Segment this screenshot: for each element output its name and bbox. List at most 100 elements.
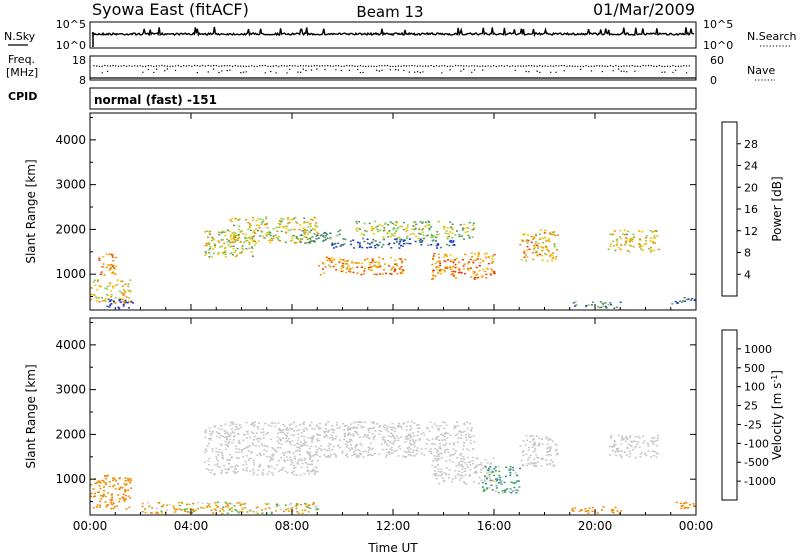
velocity-cell xyxy=(178,504,181,507)
power-cell xyxy=(292,234,295,237)
velocity-cell xyxy=(469,461,472,463)
nave-dot xyxy=(310,65,313,67)
power-cell xyxy=(536,254,539,257)
velocity-cell xyxy=(111,493,114,495)
velocity-cell xyxy=(280,429,283,431)
power-cell xyxy=(323,272,326,274)
cpid-value: normal (fast) -151 xyxy=(94,93,217,107)
power-cell xyxy=(109,300,112,302)
velocity-cell xyxy=(215,447,218,449)
velocity-cell xyxy=(211,430,214,433)
velocity-cell xyxy=(486,472,489,474)
velocity-cell xyxy=(281,467,284,469)
velocity-cell xyxy=(370,454,373,456)
velocity-cell xyxy=(464,470,467,473)
velocity-cell xyxy=(503,491,506,493)
power-cell xyxy=(209,247,212,250)
nave-dot xyxy=(680,65,682,67)
power-cell xyxy=(108,301,111,303)
power-cell xyxy=(229,219,232,221)
velocity-cell xyxy=(368,447,371,449)
power-cell xyxy=(610,303,613,306)
velocity-cell xyxy=(430,452,433,455)
velocity-cell xyxy=(385,454,388,456)
nave-dot xyxy=(471,71,473,74)
velocity-cell xyxy=(243,503,246,506)
power-cell xyxy=(223,231,226,233)
velocity-cell xyxy=(463,423,466,426)
power-cell xyxy=(250,251,253,253)
velocity-cell xyxy=(402,455,404,457)
velocity-cell xyxy=(655,444,658,447)
nave-dot xyxy=(267,65,269,68)
power-cell xyxy=(548,233,551,235)
velocity-cell xyxy=(647,442,650,445)
power-cell xyxy=(641,231,644,233)
power-cell xyxy=(394,269,397,271)
power-cell xyxy=(358,242,361,244)
nave-dot xyxy=(348,65,351,67)
velocity-cell xyxy=(209,439,212,441)
power-cell xyxy=(262,219,265,221)
velocity-cell xyxy=(387,439,390,442)
velocity-cell xyxy=(550,459,553,461)
power-cell xyxy=(112,299,115,302)
velocity-cell xyxy=(206,445,209,447)
velocity-cell xyxy=(418,424,420,426)
power-cell xyxy=(326,233,329,236)
power-cell xyxy=(632,245,635,248)
power-cell xyxy=(233,237,236,239)
power-cell xyxy=(253,235,256,237)
velocity-cell xyxy=(318,447,321,449)
velocity-cell xyxy=(407,451,410,453)
power-cell xyxy=(609,243,612,245)
power-cell xyxy=(446,243,449,246)
nave-dot xyxy=(373,65,375,68)
power-cell xyxy=(373,244,376,247)
velocity-cell xyxy=(237,441,240,444)
power-cell xyxy=(265,216,268,218)
power-cell xyxy=(546,260,549,262)
velocity-cell xyxy=(316,439,319,442)
velocity-cell xyxy=(104,483,107,486)
velocity-cell xyxy=(304,442,307,444)
power-cell xyxy=(252,216,254,219)
velocity-cell xyxy=(347,441,350,444)
power-cell xyxy=(556,249,558,251)
velocity-cell xyxy=(264,503,267,505)
nave-dot xyxy=(218,65,220,68)
nave-dot xyxy=(511,65,514,67)
velocity-cell xyxy=(249,470,252,473)
velocity-cell xyxy=(301,444,304,447)
velocity-cell xyxy=(438,447,441,449)
velocity-cell xyxy=(492,457,495,459)
power-cell xyxy=(299,241,302,243)
velocity-cell xyxy=(500,483,503,485)
velocity-cell xyxy=(611,508,614,511)
velocity-cell xyxy=(459,465,462,467)
velocity-cell xyxy=(633,447,636,449)
power-cell xyxy=(317,232,320,235)
velocity-cell xyxy=(453,425,456,427)
velocity-cell xyxy=(339,426,341,429)
power-cell xyxy=(358,243,361,246)
velocity-cell xyxy=(463,422,466,425)
power-cell xyxy=(232,224,235,227)
velocity-cell xyxy=(528,456,531,459)
nave-dot xyxy=(476,65,478,67)
velocity-cell xyxy=(429,448,432,450)
power-cell xyxy=(621,233,624,235)
velocity-cell xyxy=(345,424,348,427)
power-cell xyxy=(469,267,472,269)
power-cell xyxy=(205,242,208,245)
nave-dot xyxy=(427,65,429,67)
velocity-cell xyxy=(291,506,294,509)
velocity-cell xyxy=(319,427,322,429)
power-cell xyxy=(449,226,452,228)
cpid-label: CPID xyxy=(8,90,37,103)
velocity-cell xyxy=(495,487,498,489)
velocity-cell xyxy=(412,440,415,442)
power-cell xyxy=(638,246,641,248)
velocity-cell xyxy=(407,438,410,440)
velocity-cell xyxy=(439,452,442,454)
